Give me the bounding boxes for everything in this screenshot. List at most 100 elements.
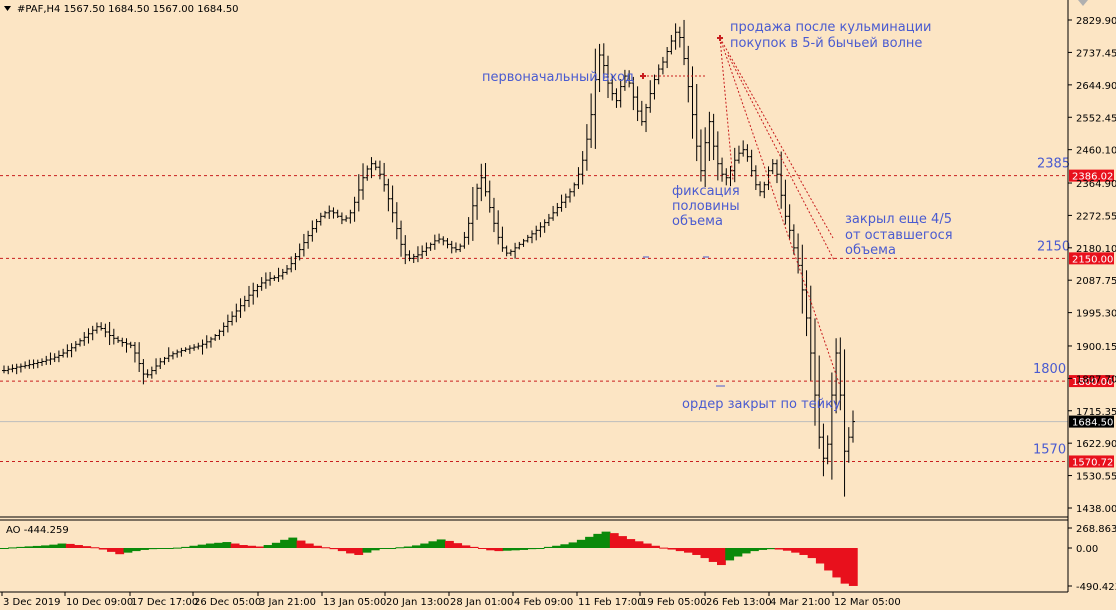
ao-bar [840,548,850,584]
ao-bar [494,548,504,552]
ao-bar [255,546,265,548]
price-axis: 2829.90 2737.45 2644.90 2552.45 2460.10 2364.… [1068,16,1116,593]
level-price-tag-text: 2150.00 [1072,254,1113,265]
ao-tick-label: 0.00 [1076,544,1098,555]
ao-bar [346,548,355,554]
level-label: 1800 [1033,362,1066,377]
annotation-fix-half-line-2: половины [672,199,740,214]
ao-bar [634,541,644,548]
sell-channel-line [727,54,835,261]
ao-tick-label: -490.423 [1076,582,1116,593]
ao-bar [708,548,718,562]
time-tick-label: 3 Dec 2019 [3,597,61,608]
ao-bar [197,544,207,548]
annotation-sell-line-2: покупок в 5-й бычьей волне [730,36,922,51]
ao-bar [98,548,108,550]
ao-bar [782,548,792,551]
ao-tick-label: 268.863 [1076,524,1116,535]
ao-bar [296,540,306,548]
time-tick-label: 26 Feb 13:00 [706,597,772,608]
ao-bar [815,548,825,564]
ao-bar [700,548,710,559]
current-price-tag [1069,415,1114,428]
ao-bar [379,548,388,549]
annotation-take-profit-line-1: ордер закрыт по тейку [682,397,841,412]
ao-bar [362,548,372,553]
ao-bar [238,545,248,548]
ao-bar [329,548,339,550]
ao-bar [288,537,298,548]
ao-bar [57,543,67,548]
ao-bar [552,545,561,548]
ao-bar [824,548,833,571]
ao-bar [412,545,421,548]
ao-bar [733,548,743,557]
triangle-down-icon[interactable] [4,6,11,11]
ao-bar [148,548,158,550]
price-tick-label: 1807.70 [1076,374,1116,385]
ao-bar [247,545,257,548]
price-tick-label: 1438.00 [1076,504,1116,515]
price-tick-label: 2087.75 [1076,276,1116,287]
ao-bar [436,539,446,548]
ao-bar [115,548,125,555]
ao-bar [593,533,603,548]
ao-bar [280,539,289,548]
ao-bar [585,536,594,548]
ao-bar [82,546,92,548]
ao-bar [807,548,817,559]
annotation-initial-entry: первоначальный вход [482,70,634,85]
annotation-fix-half-line-1: фиксация [672,184,740,199]
time-tick-label: 10 Dec 09:00 [66,597,133,608]
ao-bar [568,542,578,548]
ao-bar [172,547,182,549]
annotation-fix-half: фиксация половины объема [672,184,744,229]
ao-bar [32,545,42,548]
ao-bar [502,548,512,551]
shift-marker-icon[interactable] [1078,0,1088,6]
ao-bar [453,543,463,548]
ao-bar [692,548,702,555]
ao-bar [370,548,380,551]
current-price-tag-text: 1684.50 [1072,418,1113,429]
ao-indicator-layer [0,531,858,586]
ao-bar [354,548,364,555]
ao-bar [725,548,735,561]
level-price-tag [1069,252,1114,265]
time-tick-label: 4 Mar 21:00 [770,597,830,608]
price-tick-label: 1715.35 [1076,407,1116,418]
ao-bar [321,547,331,549]
ao-bar [675,548,685,552]
ao-bar [214,542,224,548]
ao-bar [65,543,75,548]
ao-bar [189,545,199,548]
ao-bar [24,546,34,548]
ao-bar [601,531,611,548]
ao-bar [337,548,347,552]
price-tick-label: 2552.45 [1076,113,1116,124]
ao-bar [609,533,619,548]
level-label: 2385 [1037,157,1070,172]
price-tick-label: 2737.45 [1076,48,1116,59]
price-tick-label: 2180.10 [1076,244,1116,255]
ao-bar [716,548,726,566]
ao-bar [387,548,397,549]
level-price-tag-text: 1570.72 [1072,457,1113,468]
ao-bar [848,548,858,586]
ao-bar [741,548,751,554]
ao-bar [684,548,693,553]
ao-bar [90,547,100,549]
level-price-tag-text: 1800.00 [1072,377,1113,388]
ao-bar [428,541,438,548]
ao-bar [832,548,842,578]
ao-bar [774,548,784,550]
ao-bar [263,545,273,548]
ao-bar [477,548,487,549]
annotation-close-line-2: от оставшегося [845,228,953,243]
ao-bar [560,544,570,548]
ao-bar [535,548,545,549]
ao-bar [107,548,116,552]
level-label: 2150 [1037,239,1070,254]
